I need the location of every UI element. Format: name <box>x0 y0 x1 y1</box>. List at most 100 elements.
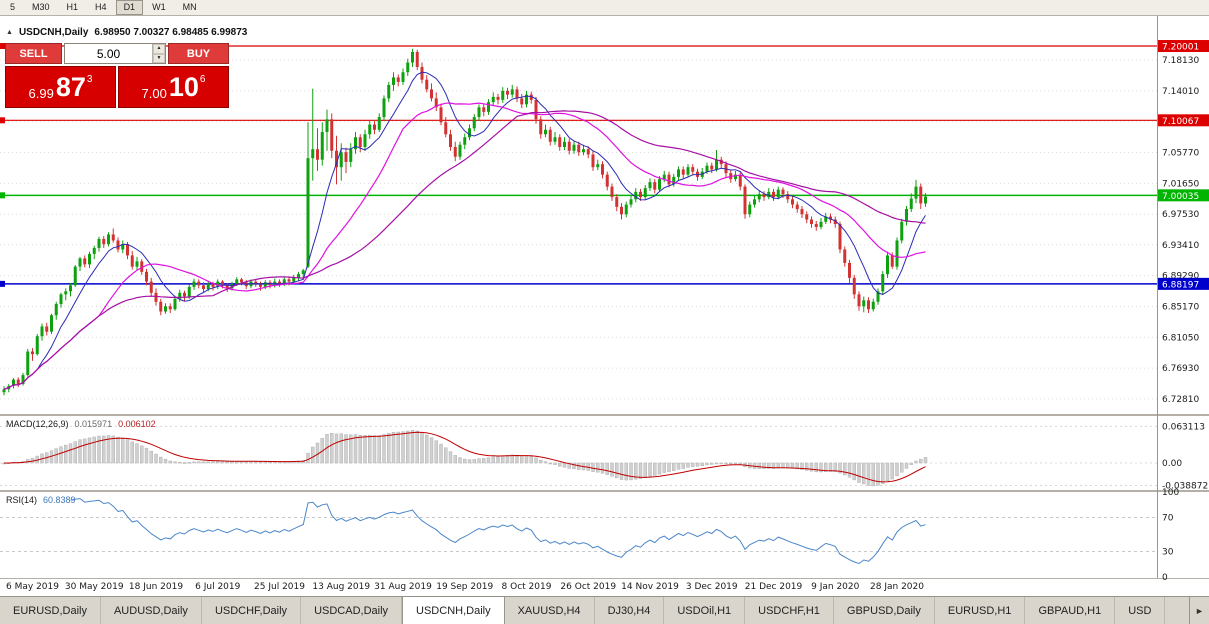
date-label: 19 Sep 2019 <box>436 582 493 592</box>
price-tick-label: 7.01650 <box>1162 179 1199 189</box>
rsi-axis-label: 70 <box>1162 514 1174 524</box>
price-tick-label: 7.14010 <box>1162 87 1199 97</box>
one-click-trading-panel: SELL ▲ ▼ BUY 6.99 87 3 7.00 10 6 <box>5 43 229 108</box>
price-tick-label: 6.72810 <box>1162 395 1199 405</box>
timeframe-button-h1[interactable]: H1 <box>59 0 87 15</box>
level-price-badge-label: 7.10067 <box>1162 117 1199 127</box>
chart-tab-usdchf-daily[interactable]: USDCHF,Daily <box>202 597 302 624</box>
sell-price-base: 6.99 <box>28 86 54 101</box>
candles-layer <box>2 49 927 396</box>
timeframe-button-5[interactable]: 5 <box>2 0 23 15</box>
price-axis: 7.181307.140107.098907.057707.016506.975… <box>1158 40 1209 405</box>
chart-tab-eurusd-daily[interactable]: EURUSD,Daily <box>0 597 101 624</box>
date-label: 6 Jul 2019 <box>195 582 240 592</box>
sell-price-pips: 87 <box>55 71 86 102</box>
buy-price-point: 6 <box>199 74 206 85</box>
timeframe-button-mn[interactable]: MN <box>175 0 205 15</box>
price-tick-label: 6.89290 <box>1162 272 1199 282</box>
macd-signal-value: 0.006102 <box>118 419 156 429</box>
sell-price-display[interactable]: 6.99 87 3 <box>5 66 116 108</box>
chart-tab-gbpusd-daily[interactable]: GBPUSD,Daily <box>834 597 935 624</box>
timeframe-button-w1[interactable]: W1 <box>144 0 174 15</box>
date-label: 25 Jul 2019 <box>254 582 305 592</box>
date-label: 28 Jan 2020 <box>870 582 924 592</box>
chart-tab-eurusd-h1[interactable]: EURUSD,H1 <box>935 597 1026 624</box>
chart-tab-bar: EURUSD,Daily AUDUSD,Daily USDCHF,Daily USDC… <box>0 596 1209 624</box>
macd-signal-line <box>4 431 926 483</box>
price-tick-label: 6.97530 <box>1162 210 1199 220</box>
chart-tab-usdcad-daily[interactable]: USDCAD,Daily <box>301 597 403 624</box>
sell-button[interactable]: SELL <box>5 43 62 64</box>
volume-input[interactable] <box>65 44 152 63</box>
chart-window: 0.063113 0.00 -0.038872 100 70 30 0 7.18130 7.14… <box>0 16 1209 596</box>
macd-name: MACD(12,26,9) <box>6 419 69 429</box>
volume-field: ▲ ▼ <box>64 43 166 64</box>
timeframe-button-h4[interactable]: H4 <box>87 0 115 15</box>
rsi-panel: 100 70 30 0 <box>0 488 1179 583</box>
rsi-axis-label: 100 <box>1162 488 1179 498</box>
date-axis: 6 May 2019 30 May 2019 18 Jun 2019 6 Jul 20… <box>6 582 924 592</box>
sell-price-point: 3 <box>86 74 93 85</box>
macd-axis-label: 0.00 <box>1162 459 1182 469</box>
buy-price-pips: 10 <box>168 71 199 102</box>
macd-panel: 0.063113 0.00 -0.038872 <box>0 422 1208 492</box>
chart-tab-dj30-h4[interactable]: DJ30,H4 <box>595 597 665 624</box>
date-label: 30 May 2019 <box>65 582 124 592</box>
price-tick-label: 6.93410 <box>1162 241 1199 251</box>
date-label: 3 Dec 2019 <box>686 582 738 592</box>
rsi-line <box>70 498 926 565</box>
level-price-badge <box>1158 189 1209 202</box>
chart-tab-usd[interactable]: USD <box>1115 597 1166 624</box>
tab-scroll-right-icon[interactable]: ► <box>1189 597 1209 624</box>
date-label: 31 Aug 2019 <box>374 582 432 592</box>
rsi-name: RSI(14) <box>6 495 38 505</box>
ma-line-21 <box>3 102 926 390</box>
timeframe-toolbar: 5 M30 H1 H4 D1 W1 MN <box>0 0 1209 16</box>
macd-histogram <box>2 430 928 487</box>
ma-line-45 <box>3 110 926 390</box>
chart-tab-gbpaud-h1[interactable]: GBPAUD,H1 <box>1025 597 1116 624</box>
timeframe-button-d1[interactable]: D1 <box>115 0 144 15</box>
buy-price-display[interactable]: 7.00 10 6 <box>118 66 229 108</box>
rsi-axis-label: 30 <box>1162 548 1174 558</box>
macd-indicator-label: MACD(12,26,9) 0.015971 0.006102 <box>6 419 156 429</box>
chart-tab-usdchf-h1[interactable]: USDCHF,H1 <box>745 597 834 624</box>
panel-frames <box>0 16 1209 579</box>
price-tick-label: 6.76930 <box>1162 364 1199 374</box>
timeframe-button-m30[interactable]: M30 <box>24 0 58 15</box>
chart-tab-xauusd-h4[interactable]: XAUUSD,H4 <box>505 597 595 624</box>
buy-price-base: 7.00 <box>141 86 167 101</box>
date-label: 6 May 2019 <box>6 582 59 592</box>
level-price-badge <box>1158 114 1209 127</box>
date-label: 21 Dec 2019 <box>745 582 803 592</box>
macd-main-value: 0.015971 <box>74 419 113 429</box>
buy-button[interactable]: BUY <box>168 43 229 64</box>
volume-down-icon[interactable]: ▼ <box>153 53 165 63</box>
price-grid <box>0 59 1157 400</box>
price-tick-label: 7.18130 <box>1162 56 1199 66</box>
chart-header: ▲ USDCNH,Daily 6.98950 7.00327 6.98485 6… <box>6 27 247 38</box>
rsi-indicator-label: RSI(14) 60.8389 <box>6 495 76 505</box>
rsi-axis-label: 0 <box>1162 573 1168 583</box>
level-price-badge-label: 6.88197 <box>1162 280 1199 290</box>
chart-symbol-title: USDCNH,Daily <box>18 27 89 38</box>
price-tick-label: 6.81050 <box>1162 333 1199 343</box>
rsi-value: 60.8389 <box>43 495 76 505</box>
ma-line-8 <box>3 71 926 390</box>
level-price-badge <box>1158 40 1209 53</box>
level-price-badge-label: 7.20001 <box>1162 43 1199 53</box>
chart-tab-usdoil-h1[interactable]: USDOil,H1 <box>664 597 746 624</box>
macd-axis-label: -0.038872 <box>1162 482 1208 492</box>
chart-tab-usdcnh-daily[interactable]: USDCNH,Daily <box>402 597 505 624</box>
collapse-one-click-icon[interactable]: ▲ <box>6 29 13 36</box>
chart-ohlc-values: 6.98950 7.00327 6.98485 6.99873 <box>94 27 248 38</box>
date-label: 14 Nov 2019 <box>621 582 679 592</box>
date-label: 13 Aug 2019 <box>312 582 370 592</box>
chart-tab-audusd-daily[interactable]: AUDUSD,Daily <box>101 597 202 624</box>
date-label: 8 Oct 2019 <box>502 582 552 592</box>
date-label: 26 Oct 2019 <box>560 582 616 592</box>
level-price-badge-label: 7.00035 <box>1162 192 1199 202</box>
level-price-badge <box>1158 277 1209 290</box>
volume-up-icon[interactable]: ▲ <box>153 44 165 54</box>
